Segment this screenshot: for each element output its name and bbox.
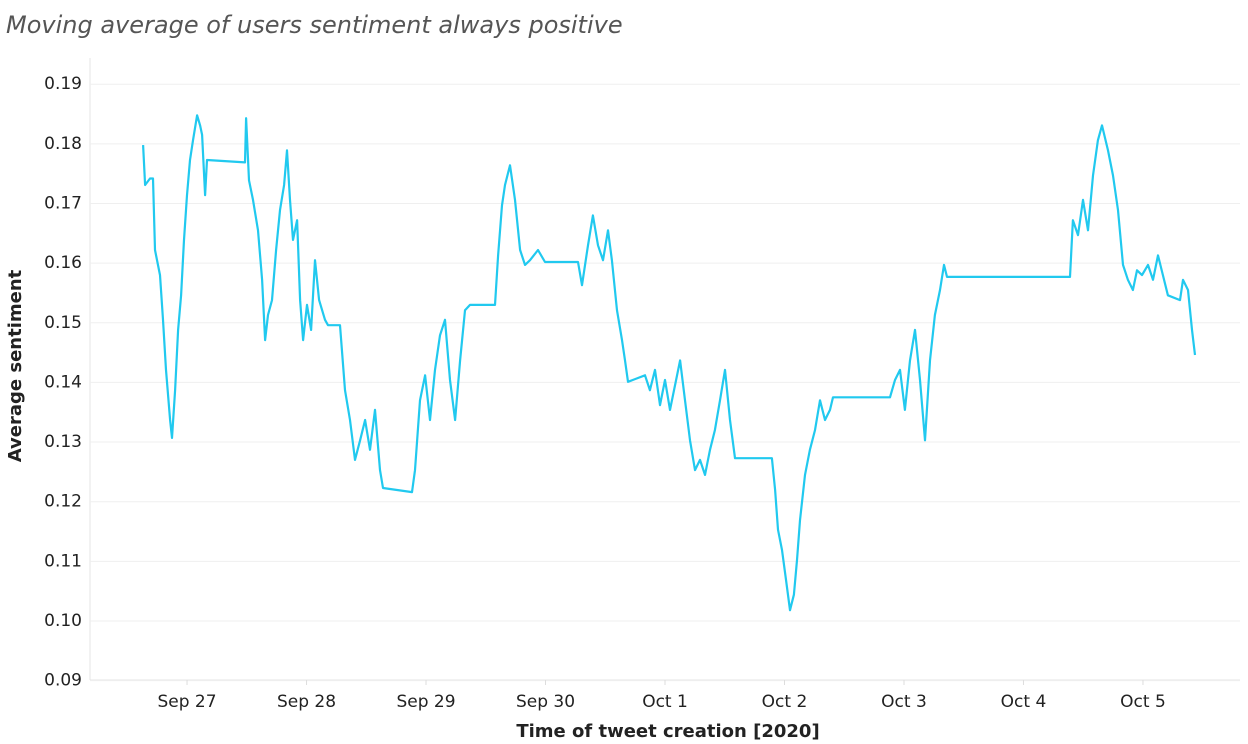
y-tick-label: 0.12 bbox=[44, 492, 82, 512]
data-line bbox=[142, 114, 1197, 612]
x-tick-label: Oct 1 bbox=[642, 692, 688, 712]
y-tick-label: 0.14 bbox=[44, 372, 82, 392]
x-tick-label: Oct 3 bbox=[881, 692, 927, 712]
x-tick-label: Oct 5 bbox=[1120, 692, 1166, 712]
x-axis-title: Time of tweet creation [2020] bbox=[516, 721, 819, 742]
y-tick-label: 0.15 bbox=[44, 313, 82, 333]
y-tick-label: 0.13 bbox=[44, 432, 82, 452]
y-tick-label: 0.11 bbox=[44, 551, 82, 571]
y-tick-label: 0.16 bbox=[44, 253, 82, 273]
x-tick-label: Oct 2 bbox=[762, 692, 808, 712]
x-tick-label: Sep 27 bbox=[157, 692, 216, 712]
y-tick-label: 0.17 bbox=[44, 194, 82, 214]
chart-title: Moving average of users sentiment always… bbox=[6, 11, 623, 39]
y-tick-label: 0.10 bbox=[44, 611, 82, 631]
y-tick-label: 0.19 bbox=[44, 74, 82, 94]
y-axis-title: Average sentiment bbox=[5, 269, 26, 462]
y-tick-label: 0.09 bbox=[44, 671, 82, 691]
y-tick-label: 0.18 bbox=[44, 134, 82, 154]
x-tick-label: Oct 4 bbox=[1001, 692, 1047, 712]
x-tick-label: Sep 28 bbox=[277, 692, 336, 712]
x-tick-label: Sep 30 bbox=[516, 692, 575, 712]
x-tick-label: Sep 29 bbox=[396, 692, 455, 712]
